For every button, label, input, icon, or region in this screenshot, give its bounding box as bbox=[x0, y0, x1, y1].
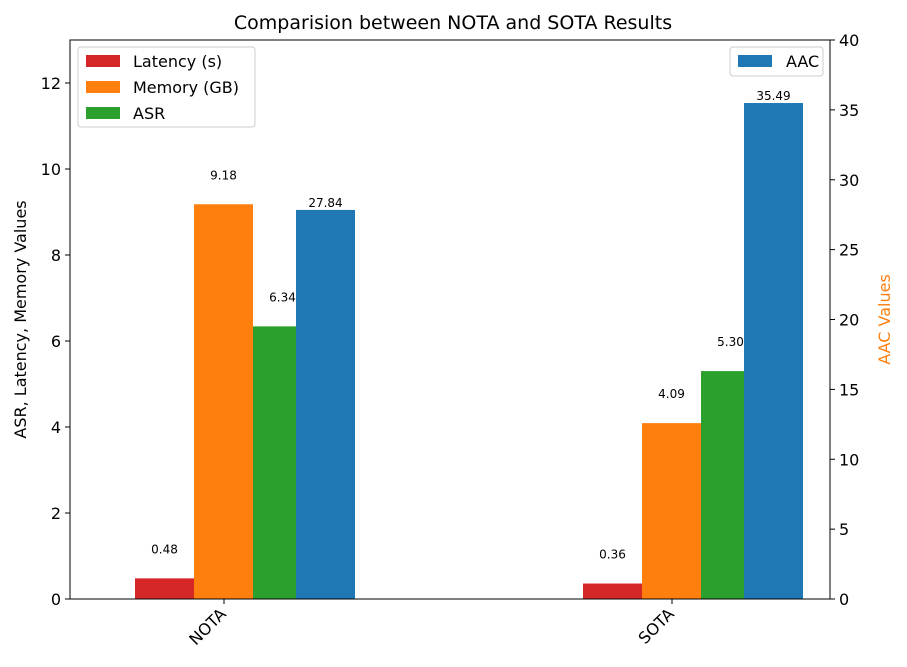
right-tick-label: 10 bbox=[839, 450, 859, 469]
bar-memory-gb-nota bbox=[194, 204, 253, 599]
bar-latency-s-sota bbox=[583, 583, 642, 599]
legend-swatch bbox=[738, 55, 772, 67]
right-tick-label: 40 bbox=[839, 31, 859, 50]
right-tick-label: 25 bbox=[839, 241, 859, 260]
left-tick-label: 12 bbox=[41, 74, 61, 93]
value-label-memory-gb-sota: 4.09 bbox=[658, 387, 685, 401]
legend-swatch bbox=[86, 81, 120, 93]
legend-swatch bbox=[86, 55, 120, 67]
value-label-latency-s-sota: 0.36 bbox=[599, 548, 626, 562]
right-tick-label: 15 bbox=[839, 380, 859, 399]
legend-right: AAC bbox=[729, 46, 824, 77]
right-tick-label: 0 bbox=[839, 590, 849, 609]
value-label-aac-nota: 27.84 bbox=[308, 196, 342, 210]
left-tick-label: 2 bbox=[51, 504, 61, 523]
left-tick-label: 6 bbox=[51, 332, 61, 351]
value-labels-layer: 0.48 0.36 9.18 4.09 6.34 5.30 27.84 35.49 bbox=[151, 89, 791, 561]
legend-left: Latency (s) Memory (GB) ASR bbox=[77, 46, 256, 128]
legend-label: Latency (s) bbox=[133, 52, 222, 71]
right-axis-label: AAC Values bbox=[875, 274, 894, 365]
chart-title: Comparision between NOTA and SOTA Result… bbox=[234, 12, 672, 34]
x-tick-label: NOTA bbox=[185, 604, 230, 649]
legend-swatch bbox=[86, 107, 120, 119]
legend-label: AAC bbox=[786, 52, 819, 71]
value-label-asr-nota: 6.34 bbox=[269, 290, 296, 304]
left-tick-label: 10 bbox=[41, 160, 61, 179]
left-tick-label: 0 bbox=[51, 590, 61, 609]
value-label-asr-sota: 5.30 bbox=[717, 335, 744, 349]
legend-label: ASR bbox=[133, 104, 165, 123]
bar-memory-gb-sota bbox=[642, 423, 701, 599]
legend-right-frame bbox=[729, 46, 824, 77]
x-tick-label: SOTA bbox=[635, 604, 678, 647]
right-tick-label: 20 bbox=[839, 311, 859, 330]
bar-aac-sota bbox=[744, 103, 803, 599]
right-tick-label: 35 bbox=[839, 101, 859, 120]
value-label-latency-s-nota: 0.48 bbox=[151, 542, 178, 556]
value-label-memory-gb-nota: 9.18 bbox=[210, 168, 237, 182]
right-tick-label: 30 bbox=[839, 171, 859, 190]
value-label-aac-sota: 35.49 bbox=[756, 89, 790, 103]
left-tick-label: 4 bbox=[51, 418, 61, 437]
bar-aac-nota bbox=[296, 209, 355, 599]
legend-left-frame bbox=[77, 46, 256, 128]
legend-label: Memory (GB) bbox=[133, 78, 239, 97]
right-tick-label: 5 bbox=[839, 520, 849, 539]
left-axis-label: ASR, Latency, Memory Values bbox=[11, 200, 30, 438]
legend-layer: Latency (s) Memory (GB) ASR AAC bbox=[77, 46, 824, 128]
left-tick-label: 8 bbox=[51, 246, 61, 265]
bar-latency-s-nota bbox=[135, 578, 194, 599]
bars-layer bbox=[135, 103, 803, 599]
